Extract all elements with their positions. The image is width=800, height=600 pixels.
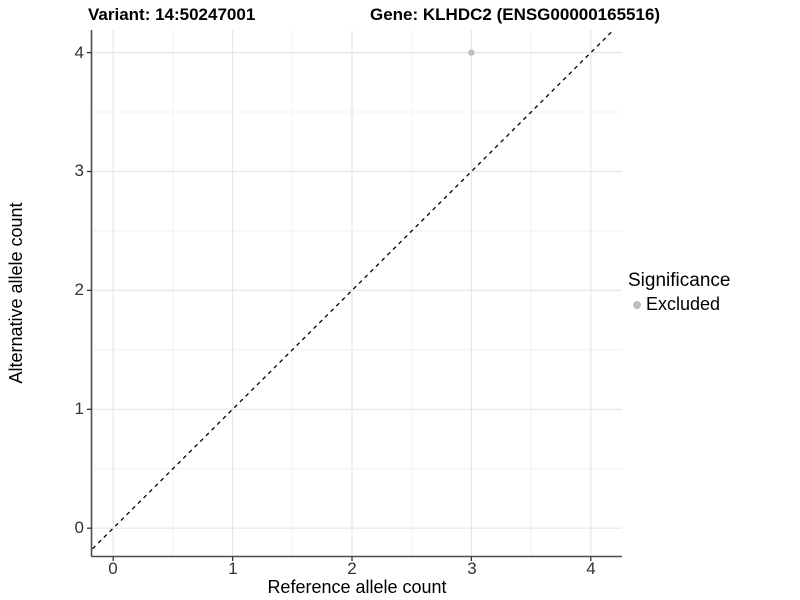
data-point [468, 49, 475, 56]
legend-item-label: Excluded [646, 294, 721, 314]
gridlines [91, 30, 622, 557]
legend-title: Significance [628, 270, 731, 291]
y-tick-label-2: 2 [74, 280, 84, 299]
excluded-dot-icon [633, 300, 641, 309]
identity-line [91, 30, 615, 551]
y-tick-label-1: 1 [74, 399, 84, 418]
data-points [468, 49, 475, 56]
x-tick-label-4: 4 [586, 559, 596, 578]
legend-item-excluded: Excluded [628, 294, 730, 315]
y-tick-label-4: 4 [74, 43, 84, 62]
y-axis-title: Alternative allele count [6, 202, 26, 384]
plot-title-variant: Variant: 14:50247001 [88, 5, 256, 24]
x-axis-title: Reference allele count [267, 577, 447, 597]
plot-title-gene: Gene: KLHDC2 (ENSG00000165516) [370, 5, 661, 24]
tick-marks [87, 51, 592, 561]
y-tick-label-3: 3 [74, 161, 84, 180]
x-tick-label-0: 0 [108, 559, 118, 578]
axis-lines [90, 30, 622, 558]
x-tick-label-2: 2 [347, 559, 357, 578]
y-tick-label-0: 0 [74, 518, 84, 537]
x-tick-label-1: 1 [228, 559, 238, 578]
x-tick-label-3: 3 [467, 559, 477, 578]
legend: Significance Excluded [628, 270, 730, 315]
